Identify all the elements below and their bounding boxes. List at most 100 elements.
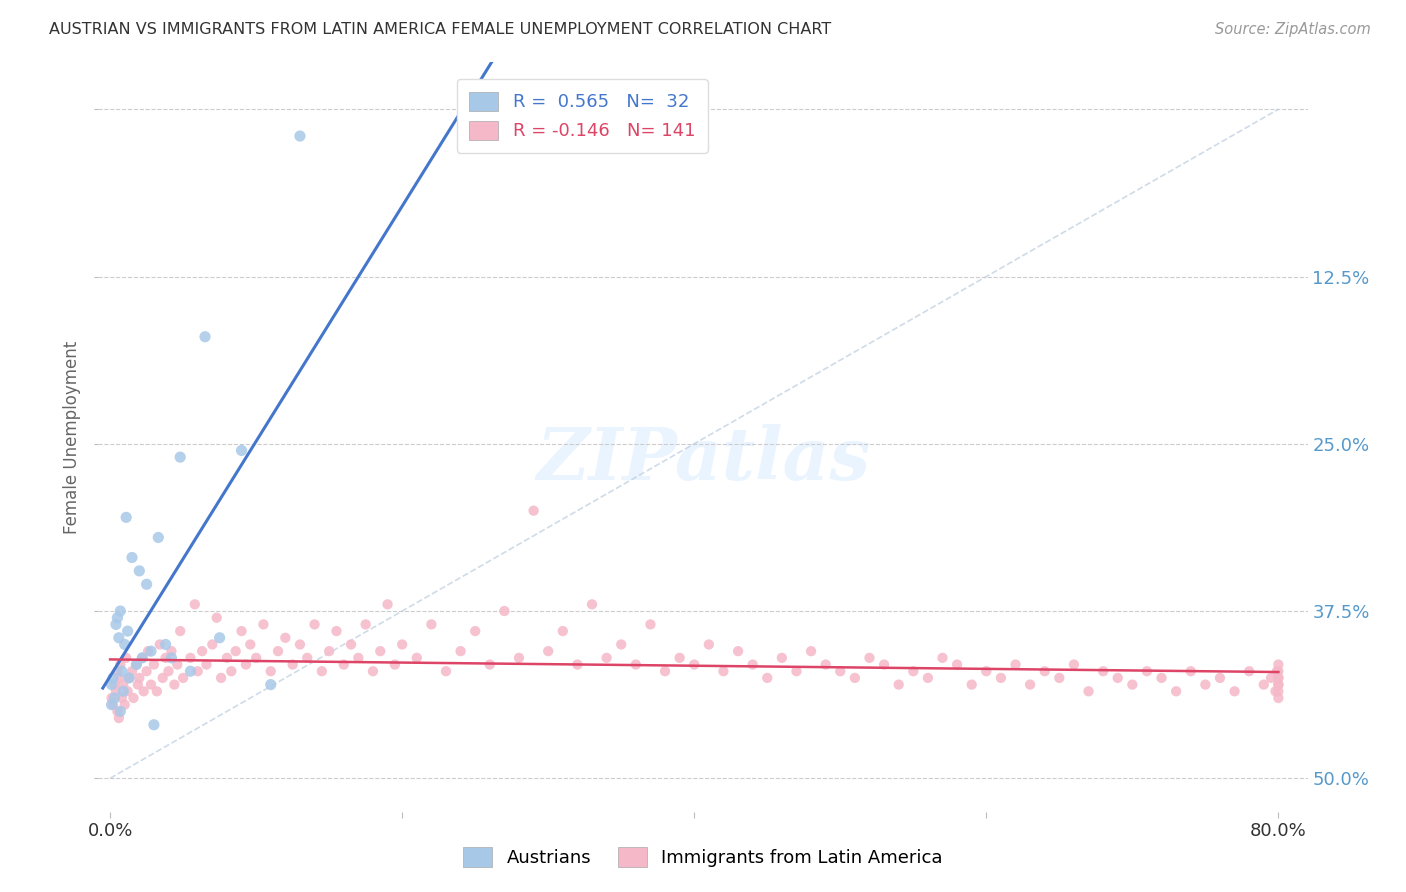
Text: ZIPatlas: ZIPatlas xyxy=(536,424,870,495)
Point xyxy=(209,671,232,685)
Point xyxy=(107,611,129,625)
Point xyxy=(288,637,311,651)
Point xyxy=(960,678,983,692)
Point xyxy=(581,598,603,612)
Point xyxy=(1223,684,1246,698)
Point xyxy=(139,644,162,658)
Point xyxy=(172,671,194,685)
Point xyxy=(727,644,749,658)
Point xyxy=(844,671,866,685)
Point xyxy=(108,671,131,685)
Point xyxy=(118,671,141,685)
Point xyxy=(114,637,136,651)
Point xyxy=(157,664,180,679)
Point xyxy=(434,664,457,679)
Point xyxy=(1136,664,1159,679)
Point xyxy=(1004,657,1026,672)
Point xyxy=(274,631,297,645)
Point xyxy=(770,651,793,665)
Point xyxy=(187,664,209,679)
Point xyxy=(169,624,191,639)
Point xyxy=(1150,671,1173,685)
Point xyxy=(288,128,311,143)
Point xyxy=(340,637,363,651)
Point xyxy=(142,717,165,731)
Point xyxy=(149,637,172,651)
Point xyxy=(191,644,214,658)
Point xyxy=(125,657,148,672)
Point xyxy=(166,657,188,672)
Point xyxy=(110,657,132,672)
Point xyxy=(1209,671,1232,685)
Point xyxy=(107,664,129,679)
Point xyxy=(231,624,253,639)
Point xyxy=(108,711,131,725)
Point xyxy=(1265,664,1288,679)
Point xyxy=(391,637,413,651)
Point xyxy=(297,651,319,665)
Point xyxy=(1267,671,1289,685)
Point xyxy=(1047,671,1070,685)
Point xyxy=(741,657,763,672)
Legend: R =  0.565   N=  32, R = -0.146   N= 141: R = 0.565 N= 32, R = -0.146 N= 141 xyxy=(457,79,707,153)
Point xyxy=(107,705,129,719)
Point xyxy=(155,637,177,651)
Point xyxy=(318,644,340,658)
Point xyxy=(195,657,218,672)
Point xyxy=(917,671,939,685)
Point xyxy=(1267,684,1289,698)
Point xyxy=(1121,678,1143,692)
Point xyxy=(464,624,486,639)
Point xyxy=(115,510,138,524)
Point xyxy=(260,678,283,692)
Point xyxy=(117,684,139,698)
Point xyxy=(252,617,274,632)
Point xyxy=(1267,671,1289,685)
Point xyxy=(110,604,132,618)
Point xyxy=(132,684,155,698)
Point xyxy=(101,671,124,685)
Point xyxy=(697,637,720,651)
Point xyxy=(112,678,135,692)
Point xyxy=(103,678,125,692)
Point xyxy=(567,657,589,672)
Point xyxy=(420,617,443,632)
Point xyxy=(179,651,201,665)
Point xyxy=(325,624,347,639)
Point xyxy=(112,684,135,698)
Point xyxy=(208,631,231,645)
Point xyxy=(332,657,354,672)
Point xyxy=(800,644,823,658)
Point xyxy=(221,664,243,679)
Point xyxy=(551,624,574,639)
Point xyxy=(155,651,177,665)
Point xyxy=(1063,657,1085,672)
Point xyxy=(1264,684,1286,698)
Point xyxy=(245,651,267,665)
Point xyxy=(903,664,925,679)
Point xyxy=(128,564,150,578)
Point xyxy=(184,598,207,612)
Point xyxy=(931,651,953,665)
Point xyxy=(311,664,333,679)
Point xyxy=(756,671,779,685)
Point xyxy=(111,664,134,679)
Point xyxy=(135,577,157,591)
Point xyxy=(100,690,122,705)
Point xyxy=(122,690,145,705)
Text: AUSTRIAN VS IMMIGRANTS FROM LATIN AMERICA FEMALE UNEMPLOYMENT CORRELATION CHART: AUSTRIAN VS IMMIGRANTS FROM LATIN AMERIC… xyxy=(49,22,831,37)
Point xyxy=(131,651,153,665)
Point xyxy=(1019,678,1042,692)
Point xyxy=(169,450,191,465)
Point xyxy=(450,644,472,658)
Point xyxy=(610,637,633,651)
Point xyxy=(1107,671,1129,685)
Point xyxy=(990,671,1012,685)
Point xyxy=(125,657,148,672)
Point xyxy=(131,651,153,665)
Point xyxy=(368,644,391,658)
Point xyxy=(115,651,138,665)
Point xyxy=(121,664,143,679)
Point xyxy=(205,611,228,625)
Point xyxy=(384,657,406,672)
